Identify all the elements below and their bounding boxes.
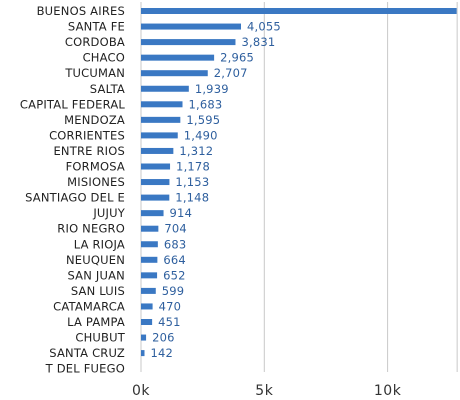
bar <box>141 85 189 92</box>
category-label: CAPITAL FEDERAL <box>20 97 125 111</box>
bar <box>141 210 164 217</box>
bar <box>141 225 159 232</box>
category-label: T DEL FUEGO <box>45 362 125 376</box>
data-label: 1,153 <box>175 175 209 189</box>
category-label: NEUQUEN <box>66 253 125 267</box>
bar <box>141 319 153 325</box>
category-label: LA PAMPA <box>67 315 125 329</box>
bar <box>141 256 158 263</box>
x-tick-label: 5k <box>255 383 273 399</box>
bar <box>141 334 147 341</box>
data-label: 683 <box>164 237 187 251</box>
data-label: 1,683 <box>189 97 223 111</box>
category-label: CORDOBA <box>65 35 125 49</box>
data-label: 1,148 <box>175 191 209 205</box>
data-label: 1,178 <box>176 160 210 174</box>
bar <box>141 101 183 108</box>
bar <box>141 70 208 77</box>
category-label: SAN JUAN <box>67 268 125 282</box>
category-label: SANTIAGO DEL E <box>25 191 125 205</box>
data-label: 914 <box>170 206 193 220</box>
category-label: CORRIENTES <box>49 128 125 142</box>
category-label: FORMOSA <box>66 160 125 174</box>
category-label: JUJUY <box>92 206 125 220</box>
category-label: SAN LUIS <box>71 284 125 298</box>
category-label: CATAMARCA <box>53 299 125 313</box>
bar <box>141 23 241 30</box>
bar <box>141 194 170 201</box>
bar <box>141 287 156 294</box>
bar <box>141 8 457 14</box>
data-label: 1,939 <box>195 82 229 96</box>
data-label: 3,831 <box>241 35 275 49</box>
bar <box>141 350 145 357</box>
data-label: 470 <box>159 299 182 313</box>
bar <box>141 39 236 46</box>
category-label: LA RIOJA <box>74 237 125 251</box>
bar <box>141 132 178 139</box>
category-label: CHUBUT <box>75 331 125 345</box>
bar <box>141 54 215 61</box>
data-label: 1,312 <box>179 144 213 158</box>
bar <box>141 116 181 123</box>
category-label: BUENOS AIRES <box>37 4 125 18</box>
category-label: MENDOZA <box>64 113 125 127</box>
category-label: SANTA CRUZ <box>49 346 125 360</box>
category-label: RIO NEGRO <box>57 222 125 236</box>
data-label: 4,055 <box>247 20 281 34</box>
bar <box>141 163 171 170</box>
bar <box>141 147 174 154</box>
x-tick-label: 10k <box>374 383 402 399</box>
data-label: 142 <box>151 346 174 360</box>
bar <box>141 241 158 248</box>
category-label: TUCUMAN <box>64 66 125 80</box>
bar <box>141 179 170 186</box>
data-label: 704 <box>164 222 187 236</box>
data-label: 664 <box>163 253 186 267</box>
category-label: ENTRE RIOS <box>53 144 125 158</box>
data-label: 2,707 <box>214 66 248 80</box>
data-label: 1,490 <box>184 128 218 142</box>
data-label: 1,595 <box>186 113 220 127</box>
data-label: 652 <box>163 268 186 282</box>
data-label: 599 <box>162 284 185 298</box>
category-label: SANTA FE <box>68 20 125 34</box>
bar <box>141 272 158 279</box>
data-label: 206 <box>152 331 175 345</box>
x-tick-label: 0k <box>132 383 150 399</box>
data-label: 2,965 <box>220 51 254 65</box>
data-label: 451 <box>158 315 181 329</box>
category-label: CHACO <box>83 51 125 65</box>
category-label: MISIONES <box>67 175 125 189</box>
category-label: SALTA <box>90 82 125 96</box>
bar <box>141 303 153 310</box>
